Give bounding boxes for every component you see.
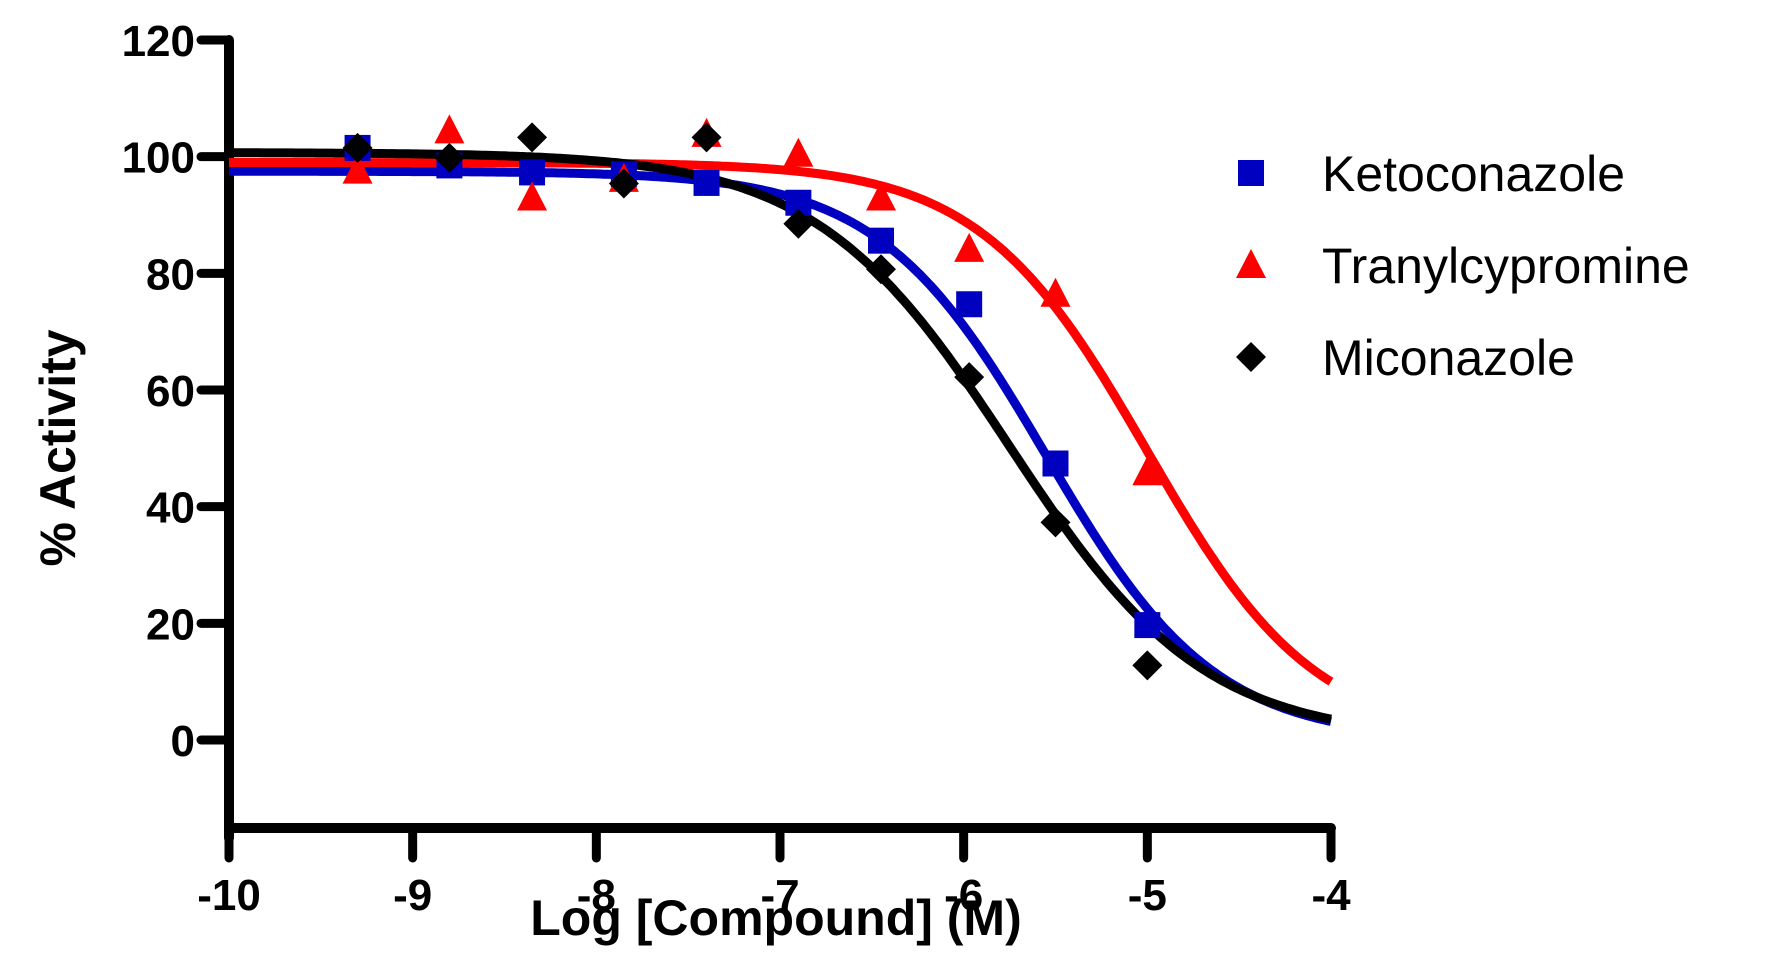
data-point [517, 181, 548, 211]
data-point [342, 154, 373, 184]
y-tick-label: 40 [146, 484, 195, 533]
data-points [342, 114, 1163, 681]
data-point [608, 168, 639, 199]
data-point [866, 181, 897, 211]
x-tick-label: -8 [577, 871, 616, 920]
series-miconazole [342, 122, 1163, 681]
data-point [954, 232, 985, 262]
data-point [956, 291, 983, 318]
data-point [954, 362, 985, 393]
fit-curves [228, 148, 1334, 726]
data-point [1042, 450, 1069, 477]
legend-marker-diamond [1236, 342, 1266, 372]
x-tick-label: -9 [393, 871, 432, 920]
data-point [342, 132, 373, 163]
fit-curve-tranylcypromine [228, 158, 1334, 686]
data-point [1132, 650, 1163, 681]
x-axis-title: Log [Compound] (M) [530, 890, 1021, 946]
y-tick-label: 120 [122, 17, 195, 66]
data-point [693, 169, 720, 196]
data-point [1134, 612, 1161, 639]
data-point [434, 142, 465, 173]
x-tick-label: -4 [1311, 871, 1351, 920]
data-point [1132, 456, 1163, 486]
legend-marker-triangle [1236, 249, 1266, 278]
data-point [691, 122, 722, 153]
data-point [1040, 277, 1071, 307]
data-point [1040, 507, 1071, 538]
y-tick-label: 60 [146, 367, 195, 416]
fit-curve-ketoconazole [228, 166, 1332, 726]
legend-item: Ketoconazole [1238, 146, 1625, 202]
data-point [783, 137, 814, 167]
data-point [434, 114, 465, 144]
x-tick-label: -6 [944, 871, 983, 920]
y-tick-label: 0 [171, 717, 195, 766]
y-axis-title: % Activity [30, 329, 86, 566]
legend-label: Ketoconazole [1322, 146, 1625, 202]
data-point [517, 122, 548, 153]
legend-label: Miconazole [1322, 330, 1575, 386]
axes: 0 20 40 60 80 100 120 -10 -9 -8 -7 -6 -5 -4 [122, 17, 1352, 920]
data-point [783, 208, 814, 239]
x-tick-label: -10 [197, 871, 261, 920]
legend-item: Miconazole [1236, 330, 1575, 386]
x-tick-label: -7 [760, 871, 799, 920]
data-point [866, 254, 897, 285]
data-point [868, 227, 895, 254]
y-tick-label: 20 [146, 600, 195, 649]
legend-marker-square [1238, 160, 1264, 186]
series-ketoconazole [344, 134, 1161, 639]
legend: Ketoconazole Tranylcypromine Miconazole [1236, 146, 1690, 386]
legend-item: Tranylcypromine [1236, 238, 1690, 294]
data-point [519, 159, 546, 186]
x-tick-label: -5 [1128, 871, 1167, 920]
legend-label: Tranylcypromine [1322, 238, 1690, 294]
y-tick-label: 80 [146, 250, 195, 299]
y-tick-label: 100 [122, 134, 195, 183]
